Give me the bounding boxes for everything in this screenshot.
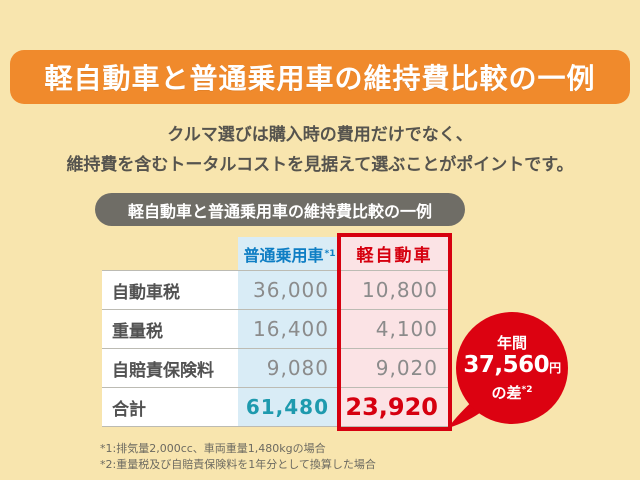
value-kei-total: 23,920 (341, 388, 448, 427)
footnote-1: *1:排気量2,000cc、車両重量1,480kgの場合 (100, 442, 326, 455)
subtitle-line-2: 維持費を含むトータルコストを見据えて選ぶことがポイントです。 (66, 155, 574, 175)
value-regular-total: 61,480 (238, 388, 341, 427)
bubble-amount-unit: 円 (549, 361, 561, 375)
column-header-kei-car: 軽自動車 (341, 237, 448, 271)
section-badge-label: 軽自動車と普通乗用車の維持費比較の一例 (127, 201, 432, 221)
cost-comparison-table: 普通乗用車 *1 軽自動車 自動車税 36,000 10,800 重量税 16,4… (102, 237, 448, 427)
row-label-total: 合計 (102, 388, 238, 427)
table-corner-cell (102, 237, 238, 271)
subtitle: クルマ選びは購入時の費用だけでなく、 維持費を含むトータルコストを見据えて選ぶこ… (0, 120, 640, 180)
value-regular-liability-insurance: 9,080 (238, 349, 341, 388)
row-label-weight-tax: 重量税 (102, 310, 238, 349)
row-label-liability-insurance: 自賠責保険料 (102, 349, 238, 388)
bubble-period-label: 年間 (496, 334, 527, 352)
title-banner: 軽自動車と普通乗用車の維持費比較の一例 (10, 50, 630, 104)
value-regular-weight-tax: 16,400 (238, 310, 341, 349)
annual-savings-bubble: 年間 37,560円 の差*2 (448, 312, 568, 428)
value-regular-automobile-tax: 36,000 (238, 271, 341, 310)
footnote-ref-2: *2 (521, 385, 533, 395)
bubble-amount-number: 37,560 (463, 352, 550, 378)
footnote-2: *2:重量税及び自賠責保険料を1年分として換算した場合 (100, 458, 376, 471)
value-kei-automobile-tax: 10,800 (341, 271, 448, 310)
row-label-automobile-tax: 自動車税 (102, 271, 238, 310)
column-header-regular-car: 普通乗用車 *1 (238, 237, 341, 271)
column-header-kei-car-label: 軽自動車 (356, 246, 433, 266)
subtitle-line-1: クルマ選びは購入時の費用だけでなく、 (167, 125, 473, 145)
bubble-difference-text: の差 (491, 384, 522, 402)
bubble-difference-label: の差*2 (492, 381, 533, 402)
value-kei-liability-insurance: 9,020 (341, 349, 448, 388)
bubble-amount: 37,560円 (463, 352, 561, 381)
value-kei-weight-tax: 4,100 (341, 310, 448, 349)
footnotes: *1:排気量2,000cc、車両重量1,480kgの場合 *2:重量税及び自賠責… (100, 441, 376, 473)
section-badge: 軽自動車と普通乗用車の維持費比較の一例 (95, 193, 465, 226)
bubble-body: 年間 37,560円 の差*2 (456, 312, 568, 424)
column-header-regular-car-label: 普通乗用車 (243, 245, 324, 265)
page-title: 軽自動車と普通乗用車の維持費比較の一例 (44, 62, 596, 95)
footnote-ref-1: *1 (324, 248, 336, 259)
